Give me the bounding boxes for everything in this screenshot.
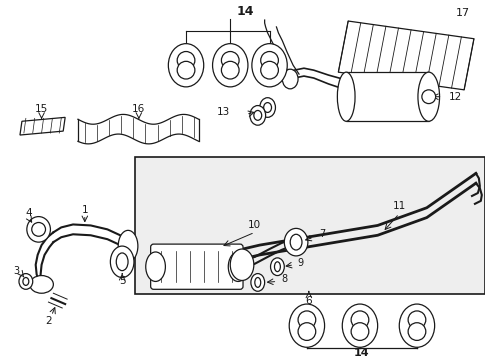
Ellipse shape	[110, 246, 134, 278]
Text: 14: 14	[236, 5, 253, 18]
Ellipse shape	[177, 51, 195, 69]
Ellipse shape	[350, 323, 368, 341]
Ellipse shape	[23, 278, 29, 285]
Ellipse shape	[342, 304, 377, 347]
Text: 13: 13	[217, 107, 230, 117]
Ellipse shape	[118, 230, 138, 262]
Ellipse shape	[289, 234, 302, 250]
Text: 14: 14	[353, 348, 369, 358]
Ellipse shape	[260, 51, 278, 69]
FancyBboxPatch shape	[150, 244, 243, 289]
Ellipse shape	[221, 61, 239, 79]
Ellipse shape	[284, 228, 307, 256]
Ellipse shape	[263, 103, 271, 112]
Text: 17: 17	[455, 8, 469, 18]
Text: 10: 10	[248, 220, 261, 230]
Ellipse shape	[288, 304, 324, 347]
Bar	[346, 72, 428, 121]
Polygon shape	[20, 117, 65, 135]
Text: 3: 3	[13, 266, 19, 276]
Text: 8: 8	[281, 274, 287, 284]
Ellipse shape	[399, 304, 434, 347]
Ellipse shape	[417, 72, 439, 121]
Text: 6: 6	[305, 296, 311, 306]
Ellipse shape	[274, 262, 280, 272]
Ellipse shape	[251, 44, 286, 87]
Text: 5: 5	[119, 276, 125, 287]
Ellipse shape	[259, 98, 275, 117]
Polygon shape	[338, 21, 473, 90]
Ellipse shape	[221, 51, 239, 69]
Ellipse shape	[228, 252, 247, 282]
Text: 15: 15	[35, 104, 48, 114]
Ellipse shape	[298, 323, 315, 341]
Ellipse shape	[298, 311, 315, 329]
Ellipse shape	[145, 252, 165, 282]
Ellipse shape	[27, 217, 50, 242]
Text: 4: 4	[25, 208, 32, 218]
Ellipse shape	[250, 274, 264, 291]
Ellipse shape	[260, 61, 278, 79]
Text: 9: 9	[297, 258, 303, 268]
Text: 16: 16	[132, 104, 145, 114]
Ellipse shape	[212, 44, 247, 87]
Ellipse shape	[253, 111, 261, 120]
Ellipse shape	[30, 275, 53, 293]
Ellipse shape	[32, 222, 45, 236]
Bar	[135, 157, 484, 294]
Ellipse shape	[350, 311, 368, 329]
Ellipse shape	[177, 61, 195, 79]
Ellipse shape	[337, 72, 354, 121]
Ellipse shape	[407, 311, 425, 329]
Text: 11: 11	[391, 201, 405, 211]
Text: 2: 2	[45, 316, 52, 326]
Ellipse shape	[230, 249, 253, 280]
Ellipse shape	[270, 258, 284, 275]
Ellipse shape	[282, 69, 298, 89]
Ellipse shape	[168, 44, 203, 87]
Text: 12: 12	[447, 92, 461, 102]
Ellipse shape	[249, 105, 265, 125]
Text: 1: 1	[81, 205, 88, 215]
Ellipse shape	[116, 253, 128, 271]
Text: 7: 7	[318, 229, 325, 239]
Ellipse shape	[19, 274, 33, 289]
Ellipse shape	[407, 323, 425, 341]
Ellipse shape	[254, 278, 260, 287]
Ellipse shape	[421, 90, 435, 104]
